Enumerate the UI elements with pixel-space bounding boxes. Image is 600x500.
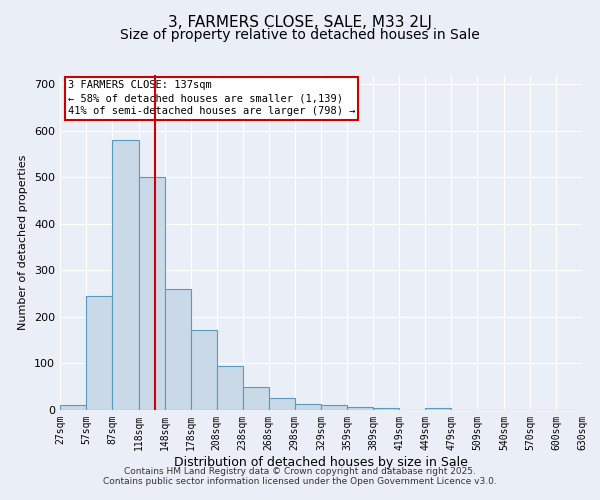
Bar [322,406,347,410]
Bar [242,386,269,410]
Bar [112,140,139,410]
Bar [165,289,191,410]
Bar [217,366,242,410]
Bar [139,178,165,410]
Bar [86,296,112,410]
Bar [347,406,373,410]
Text: Contains public sector information licensed under the Open Government Licence v3: Contains public sector information licen… [103,477,497,486]
Text: Contains HM Land Registry data © Crown copyright and database right 2025.: Contains HM Land Registry data © Crown c… [124,467,476,476]
Bar [191,330,217,410]
Bar [269,398,295,410]
Bar [60,406,86,410]
Bar [425,408,451,410]
Text: Size of property relative to detached houses in Sale: Size of property relative to detached ho… [120,28,480,42]
Text: 3 FARMERS CLOSE: 137sqm
← 58% of detached houses are smaller (1,139)
41% of semi: 3 FARMERS CLOSE: 137sqm ← 58% of detache… [68,80,355,116]
Y-axis label: Number of detached properties: Number of detached properties [19,155,28,330]
Text: 3, FARMERS CLOSE, SALE, M33 2LJ: 3, FARMERS CLOSE, SALE, M33 2LJ [168,15,432,30]
Bar [295,404,322,410]
X-axis label: Distribution of detached houses by size in Sale: Distribution of detached houses by size … [174,456,468,468]
Bar [373,408,400,410]
